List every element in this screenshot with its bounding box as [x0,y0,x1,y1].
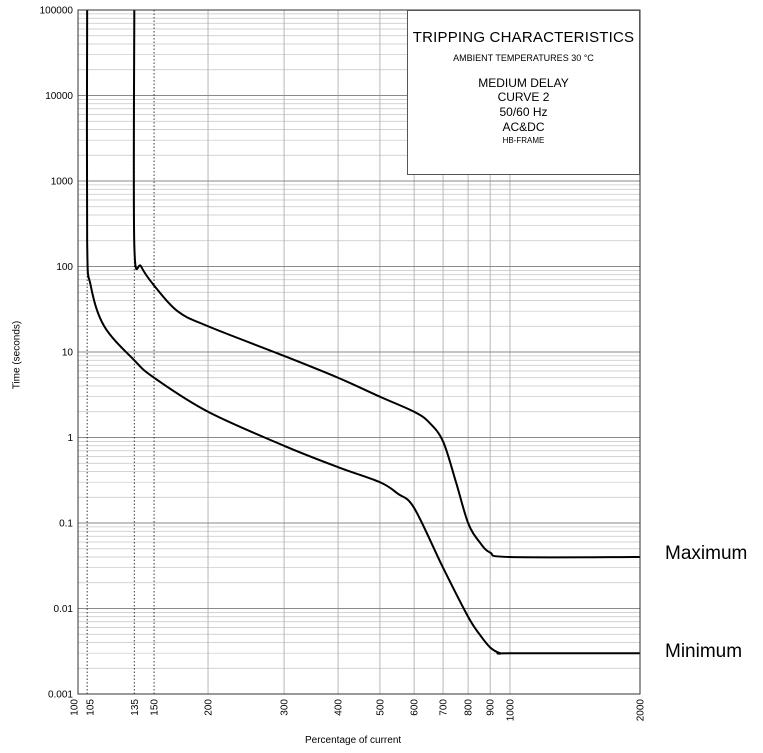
chart-title: TRIPPING CHARACTERISTICS [412,29,635,46]
chart-info-box: TRIPPING CHARACTERISTICS AMBIENT TEMPERA… [407,10,640,175]
major-gridlines [78,95,640,695]
x-tick-label: 1000 [505,699,516,722]
series-maximum-curve [132,9,641,559]
x-tick-label: 400 [334,699,345,716]
info-frequency: 50/60 Hz [499,105,548,119]
y-tick-label: 1 [67,433,73,444]
y-tick-label: 10 [62,348,74,359]
x-tick-label: 2000 [636,699,647,722]
x-tick-label: 600 [410,699,421,716]
y-tick-label: 0.01 [54,604,74,615]
series-curves [85,9,641,655]
x-tick-label: 135 [130,699,141,716]
info-frame: HB-FRAME [502,136,545,145]
x-tick-label: 200 [204,699,215,716]
x-tick-label: 105 [86,699,97,716]
y-tick-label: 10000 [45,91,73,102]
y-tick-label: 0.001 [48,690,73,701]
x-tick-labels: 100 105 135 150 200 300 400 500 600 700 800 900 1000… [70,699,647,722]
series-minimum-curve [85,9,640,655]
series-label-maximum: Maximum [665,543,748,564]
plot-frame [77,9,641,695]
chart-subtitle: AMBIENT TEMPERATURES 30 °C [453,53,594,63]
info-curve: CURVE 2 [497,90,550,104]
info-delay: MEDIUM DELAY [478,76,569,90]
y-tick-label: 0.1 [59,519,73,530]
x-tick-label: 500 [375,699,386,716]
x-tick-label: 300 [280,699,291,716]
x-tick-label: 800 [464,699,475,716]
x-tick-label: 100 [70,699,81,716]
y-axis-label: Time (seconds) [11,320,23,390]
series-label-minimum: Minimum [665,641,743,662]
info-current-type: AC&DC [502,120,545,134]
x-tick-label: 900 [486,699,497,716]
y-tick-label: 1000 [51,177,74,188]
x-axis-label: Percentage of current [305,735,402,746]
x-tick-label: 700 [439,699,450,716]
y-tick-label: 100000 [40,6,74,17]
y-tick-labels: 0.001 0.01 0.1 1 10 100 1000 10000 100000 [40,6,74,701]
x-tick-label: 150 [150,699,161,716]
y-tick-label: 100 [56,262,73,273]
